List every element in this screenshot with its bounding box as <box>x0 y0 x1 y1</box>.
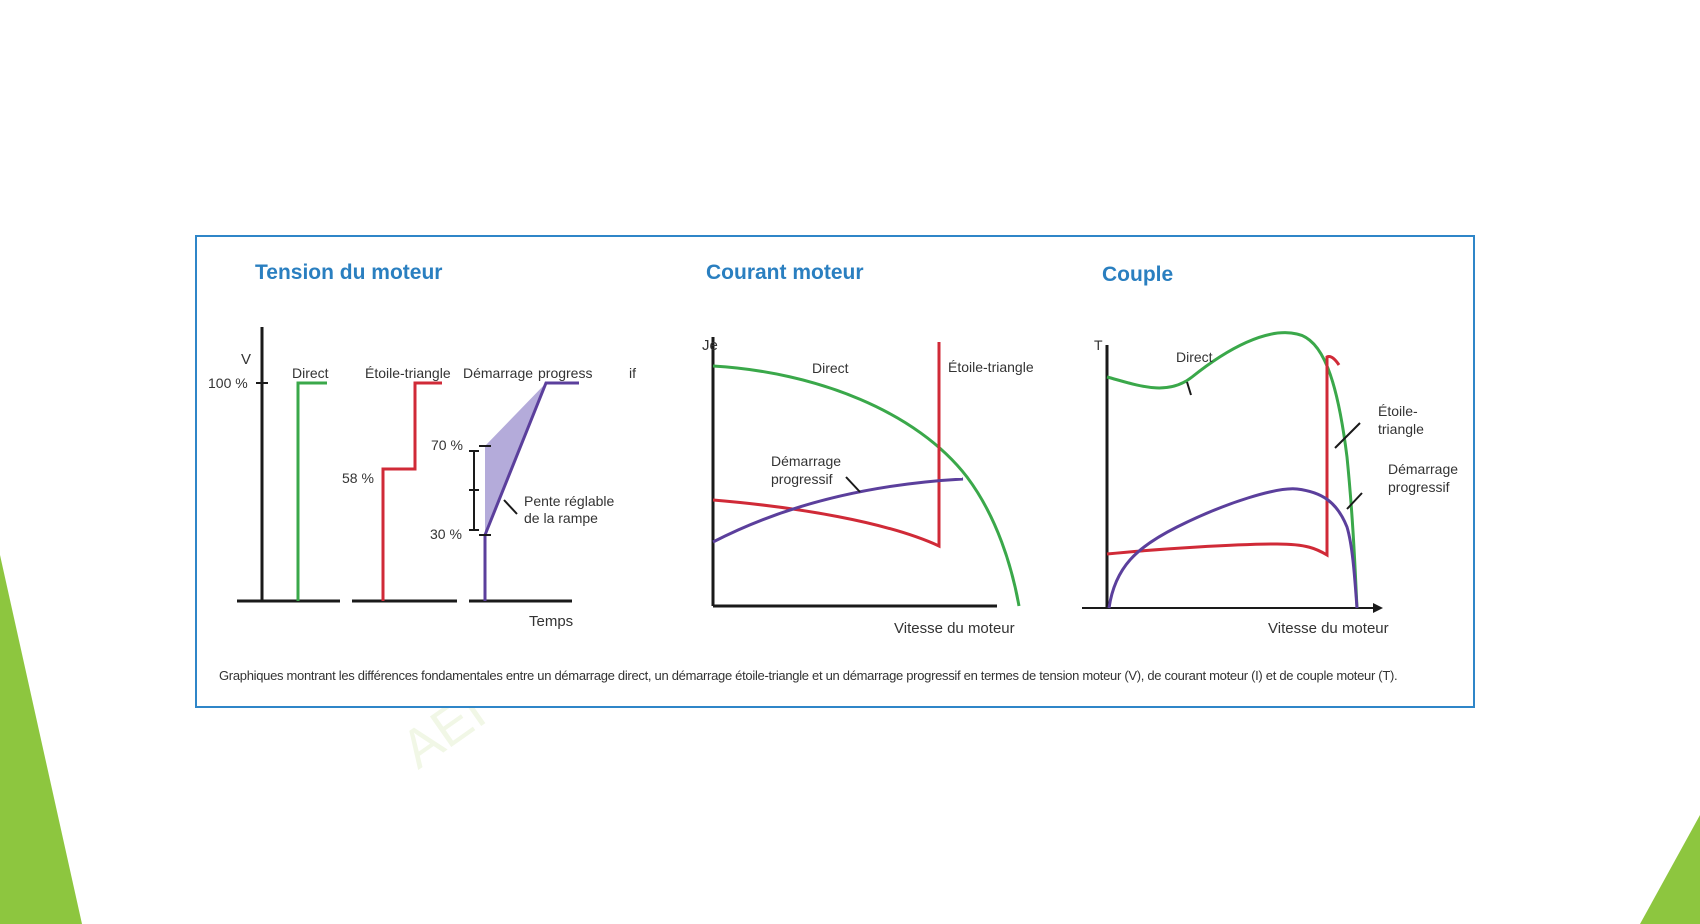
current-direct-label: Direct <box>812 360 849 376</box>
voltage-panel: V 100 % 58 % 70 % 30 % Direct Étoile-tri… <box>208 327 636 630</box>
torque-panel: T Direct Étoile- triangle Démarrage prog… <box>1082 331 1458 637</box>
torque-panel-title: Couple <box>1102 263 1174 286</box>
voltage-direct-label: Direct <box>292 365 329 381</box>
torque-stardelta-curve <box>1106 355 1341 558</box>
torque-stardelta-pointer <box>1334 422 1361 449</box>
voltage-x-label: Temps <box>529 613 573 630</box>
left-green-triangle <box>0 555 82 924</box>
current-soft-start-curve <box>712 477 964 544</box>
voltage-soft-start-label-c: if <box>629 365 636 381</box>
current-soft-start-label-1: Démarrage <box>771 453 841 469</box>
current-direct-curve <box>712 364 1021 607</box>
ramp-annotation-line1: Pente réglable <box>524 493 615 509</box>
current-soft-start-pointer <box>845 476 861 493</box>
torque-soft-start-label-1: Démarrage <box>1388 461 1458 477</box>
voltage-soft-start-curve <box>483 381 579 601</box>
voltage-soft-start-label-b: progress <box>538 365 592 381</box>
current-stardelta-label: Étoile-triangle <box>948 359 1034 375</box>
torque-x-label: Vitesse du moteur <box>1268 620 1389 637</box>
torque-soft-start-pointer <box>1346 492 1363 510</box>
right-green-triangle <box>1640 815 1700 924</box>
voltage-direct-curve <box>296 381 327 601</box>
figure-caption: Graphiques montrant les différences fond… <box>219 668 1398 683</box>
voltage-stardelta-curve <box>381 381 442 601</box>
torque-y-label: T <box>1094 337 1103 353</box>
current-panel: Je Direct Étoile-triangle Démarrage prog… <box>702 337 1034 637</box>
torque-direct-pointer <box>1186 381 1192 396</box>
torque-soft-start-label-2: progressif <box>1388 479 1450 495</box>
torque-stardelta-label-2: triangle <box>1378 421 1424 437</box>
current-x-label: Vitesse du moteur <box>894 620 1015 637</box>
current-stardelta-curve <box>712 342 941 549</box>
current-y-label: Je <box>702 337 718 354</box>
torque-direct-label: Direct <box>1176 349 1213 365</box>
diagram-canvas: V 100 % 58 % 70 % 30 % Direct Étoile-tri… <box>208 327 1458 637</box>
current-soft-start-label-2: progressif <box>771 471 833 487</box>
torque-stardelta-label-1: Étoile- <box>1378 403 1418 419</box>
tick-label-70: 70 % <box>431 437 463 453</box>
tick-label-58: 58 % <box>342 470 374 486</box>
torque-x-arrow <box>1373 603 1383 613</box>
voltage-stardelta-label: Étoile-triangle <box>365 365 451 381</box>
voltage-panel-title: Tension du moteur <box>255 261 443 284</box>
ramp-annotation-line2: de la rampe <box>524 510 598 526</box>
torque-direct-curve <box>1106 331 1359 609</box>
tick-label-30: 30 % <box>430 526 462 542</box>
torque-soft-start-curve <box>1107 487 1359 609</box>
voltage-y-label: V <box>241 351 251 368</box>
ramp-range-bracket <box>469 450 479 531</box>
figure-frame: Tension du moteur Courant moteur Couple <box>195 235 1475 708</box>
current-panel-title: Courant moteur <box>706 261 864 284</box>
tick-label-100: 100 % <box>208 375 248 391</box>
ramp-annotation-pointer <box>503 499 518 515</box>
voltage-soft-start-label-a: Démarrage <box>463 365 533 381</box>
